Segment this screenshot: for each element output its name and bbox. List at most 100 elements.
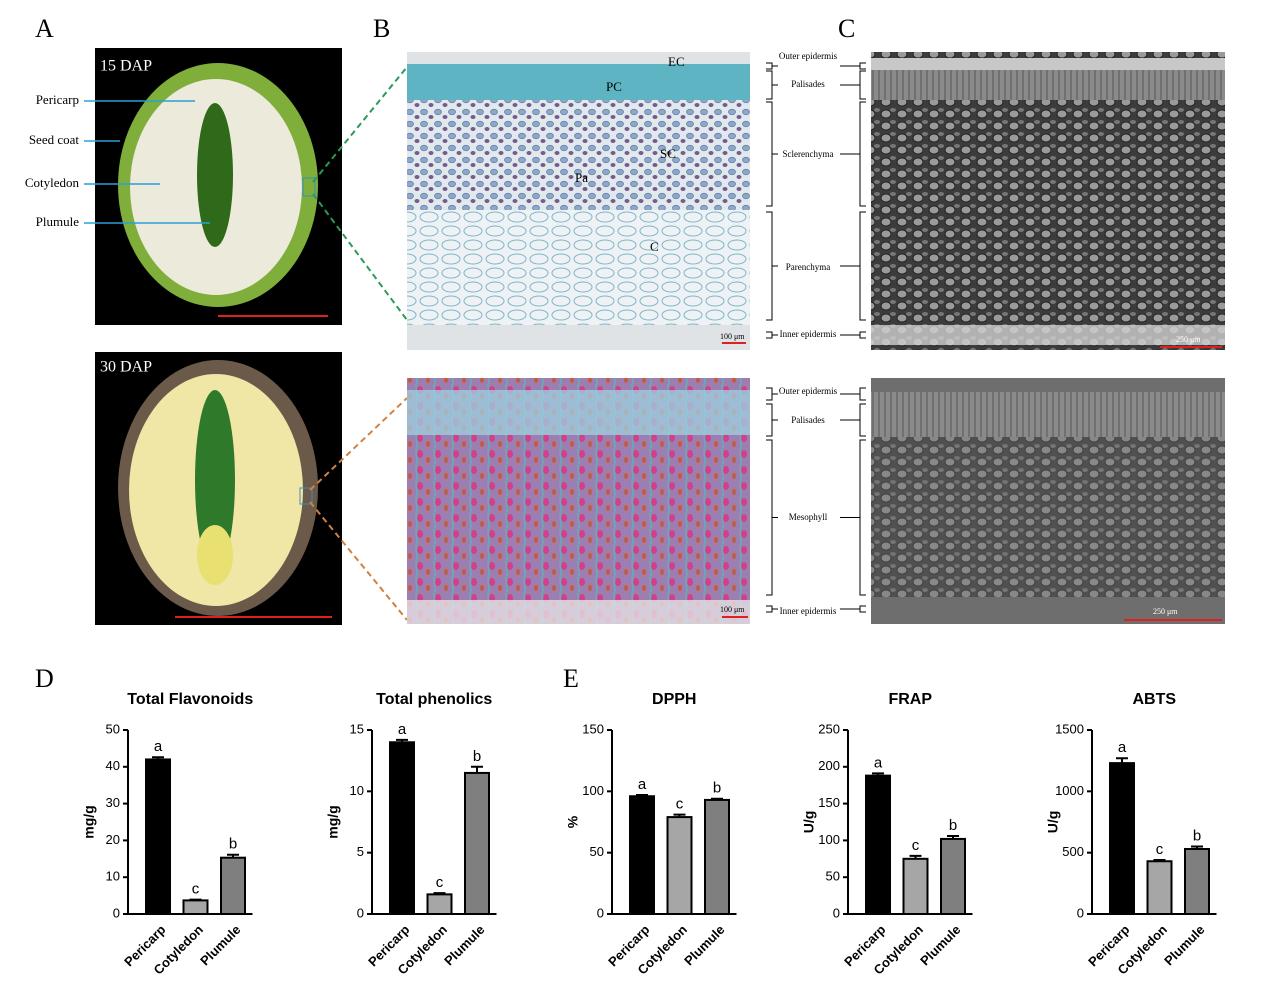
epidermis-layer bbox=[871, 58, 1225, 70]
y-axis-label: U/g bbox=[801, 811, 817, 834]
part-labels: Pericarp Seed coat Cotyledon Plumule bbox=[25, 92, 80, 229]
error-bar bbox=[711, 797, 723, 800]
box bbox=[299, 487, 313, 505]
error-bar bbox=[189, 898, 202, 901]
bar bbox=[704, 798, 730, 915]
significance-letter: b bbox=[229, 836, 237, 853]
layer-label: Inner epidermis bbox=[780, 606, 837, 616]
y-tick-label: 15 bbox=[350, 721, 364, 736]
error-bar bbox=[433, 892, 446, 895]
y-tick-label: 5 bbox=[357, 844, 364, 859]
bracket bbox=[766, 439, 778, 596]
significance-letter: c bbox=[912, 837, 920, 854]
bracket bbox=[840, 439, 866, 596]
inner-layer bbox=[871, 325, 1225, 345]
part-label: Cotyledon bbox=[25, 175, 80, 190]
y-tick-label: 10 bbox=[106, 869, 120, 884]
chart-title: FRAP bbox=[888, 691, 932, 708]
bracket bbox=[840, 387, 866, 401]
panel-letters: A B C D E bbox=[35, 14, 855, 693]
sclerenchyma-layer bbox=[407, 100, 750, 210]
bar bbox=[426, 893, 453, 916]
cell-label: C bbox=[650, 239, 659, 254]
bracket bbox=[766, 403, 778, 437]
error-bar bbox=[1153, 859, 1166, 862]
bar bbox=[1109, 762, 1135, 915]
y-tick-label: 50 bbox=[106, 721, 120, 736]
bar bbox=[182, 899, 209, 915]
y-axis-label: mg/g bbox=[81, 805, 97, 838]
significance-letter: c bbox=[192, 881, 200, 898]
y-axis-label: mg/g bbox=[325, 805, 341, 838]
bracket bbox=[840, 331, 866, 339]
bar bbox=[629, 795, 655, 915]
error-bar bbox=[152, 756, 164, 760]
palisade-layer bbox=[871, 392, 1225, 437]
scale-label: 100 μm bbox=[720, 605, 745, 614]
layer-label: Parenchyma bbox=[786, 262, 830, 272]
part-label: Pericarp bbox=[36, 92, 79, 107]
bracket bbox=[766, 101, 778, 207]
bracket bbox=[766, 331, 778, 339]
zoom-line bbox=[309, 397, 408, 621]
significance-letter: c bbox=[436, 874, 444, 891]
panel-a: 15 DAP 30 DAP Pericarp Seed coat Cotyled… bbox=[25, 48, 408, 625]
bracket bbox=[766, 62, 778, 70]
bracket bbox=[766, 70, 778, 100]
significance-letter: b bbox=[713, 780, 721, 797]
box bbox=[302, 177, 316, 197]
stage-label: 30 DAP bbox=[100, 359, 152, 376]
palisade-layer bbox=[407, 64, 750, 100]
mesophyll-layer bbox=[871, 437, 1225, 597]
error-bar bbox=[636, 794, 648, 797]
arrows bbox=[84, 100, 210, 224]
cell-label: SC bbox=[660, 146, 676, 161]
bracket bbox=[840, 211, 866, 321]
layer-label: Mesophyll bbox=[789, 512, 828, 522]
layer-label: Outer epidermis bbox=[779, 51, 838, 61]
significance-letter: c bbox=[676, 796, 684, 813]
y-tick-label: 1500 bbox=[1055, 721, 1084, 736]
plumule bbox=[195, 390, 235, 570]
layer-label: Outer epidermis bbox=[779, 386, 838, 396]
zoom-lines bbox=[309, 66, 408, 621]
y-tick-label: 150 bbox=[582, 721, 604, 736]
cell-label: EC bbox=[668, 54, 685, 69]
y-tick-label: 250 bbox=[818, 721, 840, 736]
stage-label: 15 DAP bbox=[100, 58, 152, 75]
y-axis-label: U/g bbox=[1045, 811, 1061, 834]
bar bbox=[389, 741, 415, 915]
palisade-layer bbox=[407, 390, 750, 435]
panel-b: EC PC SC Pa C 100 μm 100 μm bbox=[407, 52, 750, 624]
sem-image bbox=[871, 52, 1225, 350]
x-tick-label: Plumule bbox=[681, 922, 727, 968]
x-tick-label: Plumule bbox=[917, 922, 963, 968]
bracket bbox=[840, 605, 866, 613]
palisade-layer bbox=[871, 70, 1225, 100]
error-bar bbox=[471, 765, 483, 773]
scale-label: 250 μm bbox=[1176, 335, 1201, 344]
layer-label: Inner epidermis bbox=[780, 329, 837, 339]
error-bar bbox=[947, 834, 959, 839]
significance-letter: a bbox=[874, 754, 883, 771]
significance-letter: a bbox=[638, 776, 647, 793]
chart-title: DPPH bbox=[652, 691, 696, 708]
bar bbox=[865, 774, 891, 916]
zoom-line bbox=[312, 66, 408, 321]
layer-label: Palisades bbox=[791, 79, 825, 89]
bracket bbox=[840, 101, 866, 207]
significance-letter: a bbox=[154, 738, 163, 755]
bracket bbox=[840, 62, 866, 70]
y-tick-label: 0 bbox=[357, 905, 364, 920]
y-tick-label: 100 bbox=[818, 832, 840, 847]
y-tick-label: 200 bbox=[818, 758, 840, 773]
chart-title: ABTS bbox=[1132, 691, 1176, 708]
panel-letter: B bbox=[373, 14, 390, 43]
error-bar bbox=[1191, 845, 1203, 849]
y-tick-label: 500 bbox=[1062, 844, 1084, 859]
y-tick-label: 30 bbox=[106, 795, 120, 810]
bracket bbox=[766, 211, 778, 321]
layer-label: Sclerenchyma bbox=[783, 149, 834, 159]
significance-letter: b bbox=[473, 748, 481, 765]
bar bbox=[940, 837, 966, 915]
